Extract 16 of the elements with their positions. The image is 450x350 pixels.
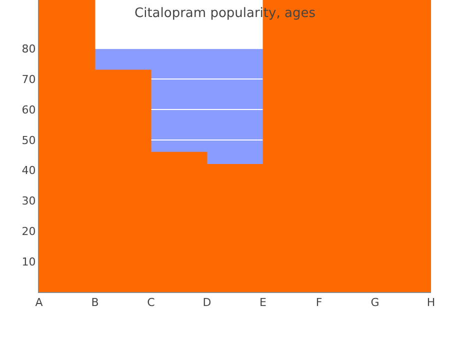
x-tick-label: F xyxy=(316,296,322,310)
y-tick-label: 20 xyxy=(22,225,36,238)
x-tick-label: B xyxy=(91,296,99,310)
x-tick-label: G xyxy=(370,296,380,310)
y-tick-label: 40 xyxy=(22,164,36,178)
x-tick-label: E xyxy=(260,296,267,310)
y-tick-label: 60 xyxy=(22,103,36,116)
x-tick-label: H xyxy=(426,296,436,310)
y-tick-label: 30 xyxy=(22,194,36,208)
y-tick-label: 80 xyxy=(22,42,36,56)
x-tick-label: D xyxy=(202,296,212,310)
x-tick-label: C xyxy=(147,296,156,310)
y-tick-label: 10 xyxy=(22,255,36,268)
x-tick-label: A xyxy=(35,296,44,310)
y-tick-label: 70 xyxy=(22,72,36,86)
y-tick-label: 50 xyxy=(22,134,36,147)
